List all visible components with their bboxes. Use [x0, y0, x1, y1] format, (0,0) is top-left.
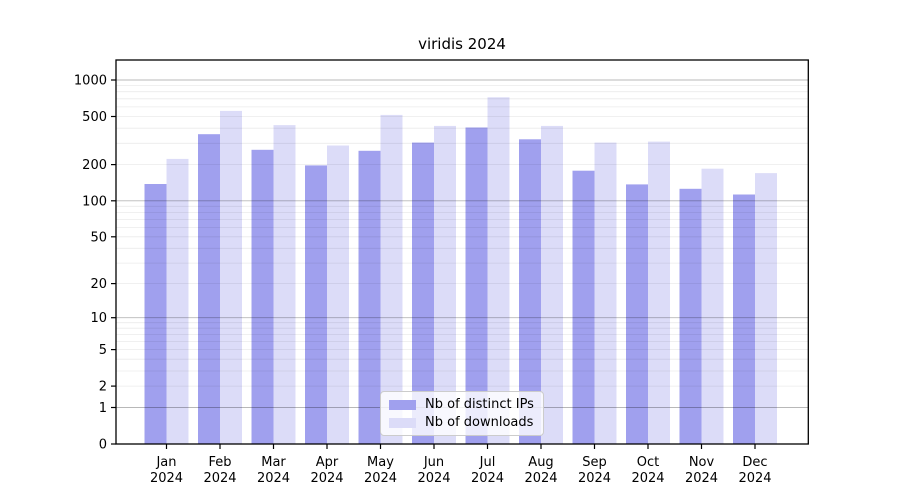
y-tick-label: 100 [82, 194, 107, 209]
x-tick-label-month: Nov [689, 455, 715, 470]
x-tick-label-month: Sep [582, 455, 607, 470]
x-tick-label-year: 2024 [257, 471, 290, 486]
bar [594, 142, 617, 444]
major-gridlines [116, 79, 809, 408]
bar [572, 170, 595, 444]
bar [626, 184, 648, 444]
x-tick-label-month: Mar [261, 455, 286, 470]
x-tick-label-month: Oct [637, 455, 659, 470]
bar [327, 145, 349, 444]
series-downloads [166, 97, 777, 445]
x-tick-label-month: Apr [316, 455, 339, 470]
bar [465, 127, 488, 444]
bar [198, 134, 220, 444]
y-tick-label: 0 [99, 438, 107, 453]
bar [434, 125, 456, 445]
x-tick-label-year: 2024 [578, 471, 611, 486]
bar [273, 125, 296, 444]
bar [220, 110, 242, 445]
x-tick-label-year: 2024 [310, 471, 343, 486]
legend-item-downloads: Nb of downloads [389, 415, 535, 431]
y-tick-label: 2 [99, 380, 107, 395]
y-tick-label: 500 [82, 110, 107, 125]
y-tick-label: 200 [82, 158, 107, 173]
x-tick-label-year: 2024 [364, 471, 397, 486]
bar [487, 97, 510, 445]
legend-label-downloads: Nb of downloads [425, 415, 534, 430]
y-tick-label: 5 [99, 343, 107, 358]
legend-swatch-distinct-ips [389, 400, 416, 410]
bar [251, 149, 274, 445]
y-tick-label: 50 [90, 230, 107, 245]
bar [519, 139, 541, 445]
x-tick-label-year: 2024 [631, 471, 664, 486]
bar [733, 194, 755, 444]
x-tick-label-month: Jun [423, 455, 444, 470]
x-tick-label-year: 2024 [150, 471, 183, 486]
y-tick-label: 20 [90, 277, 107, 292]
legend: Nb of distinct IPs Nb of downloads [380, 391, 544, 436]
bar [358, 150, 381, 445]
x-tick-label-month: Jul [479, 455, 496, 470]
x-tick-label-month: May [367, 455, 394, 470]
bar [144, 184, 167, 444]
bar [701, 168, 724, 444]
y-tick-label: 10 [90, 311, 107, 326]
y-axis: 0 1 2 5 10 20 50 100 200 500 1000 [74, 74, 116, 453]
x-tick-label-month: Feb [208, 455, 231, 470]
series-distinct-ips [144, 127, 755, 445]
bar [380, 114, 403, 445]
x-tick-label-year: 2024 [203, 471, 236, 486]
x-tick-label-year: 2024 [685, 471, 718, 486]
x-tick-label-month: Dec [742, 455, 767, 470]
plot-frame [115, 59, 809, 445]
minor-gridlines [116, 85, 809, 387]
bar [541, 125, 563, 445]
bar [755, 173, 777, 444]
x-tick-label-year: 2024 [738, 471, 771, 486]
x-tick-label-month: Jan [155, 455, 176, 470]
legend-label-distinct-ips: Nb of distinct IPs [425, 397, 534, 412]
bar [166, 158, 189, 444]
legend-item-distinct-ips: Nb of distinct IPs [389, 397, 535, 413]
y-tick-label: 1 [99, 401, 107, 416]
bar [648, 141, 670, 444]
chart-title: viridis 2024 [418, 35, 506, 53]
bar [412, 142, 434, 444]
x-tick-label-year: 2024 [471, 471, 504, 486]
legend-swatch-downloads [389, 418, 416, 428]
x-tick-label-year: 2024 [524, 471, 557, 486]
y-tick-label: 1000 [74, 74, 107, 89]
bar [305, 165, 327, 444]
x-tick-label-year: 2024 [417, 471, 450, 486]
bar [679, 188, 702, 444]
x-axis: Jan2024Feb2024Mar2024Apr2024May2024Jun20… [150, 444, 772, 486]
x-tick-label-month: Aug [528, 455, 553, 470]
